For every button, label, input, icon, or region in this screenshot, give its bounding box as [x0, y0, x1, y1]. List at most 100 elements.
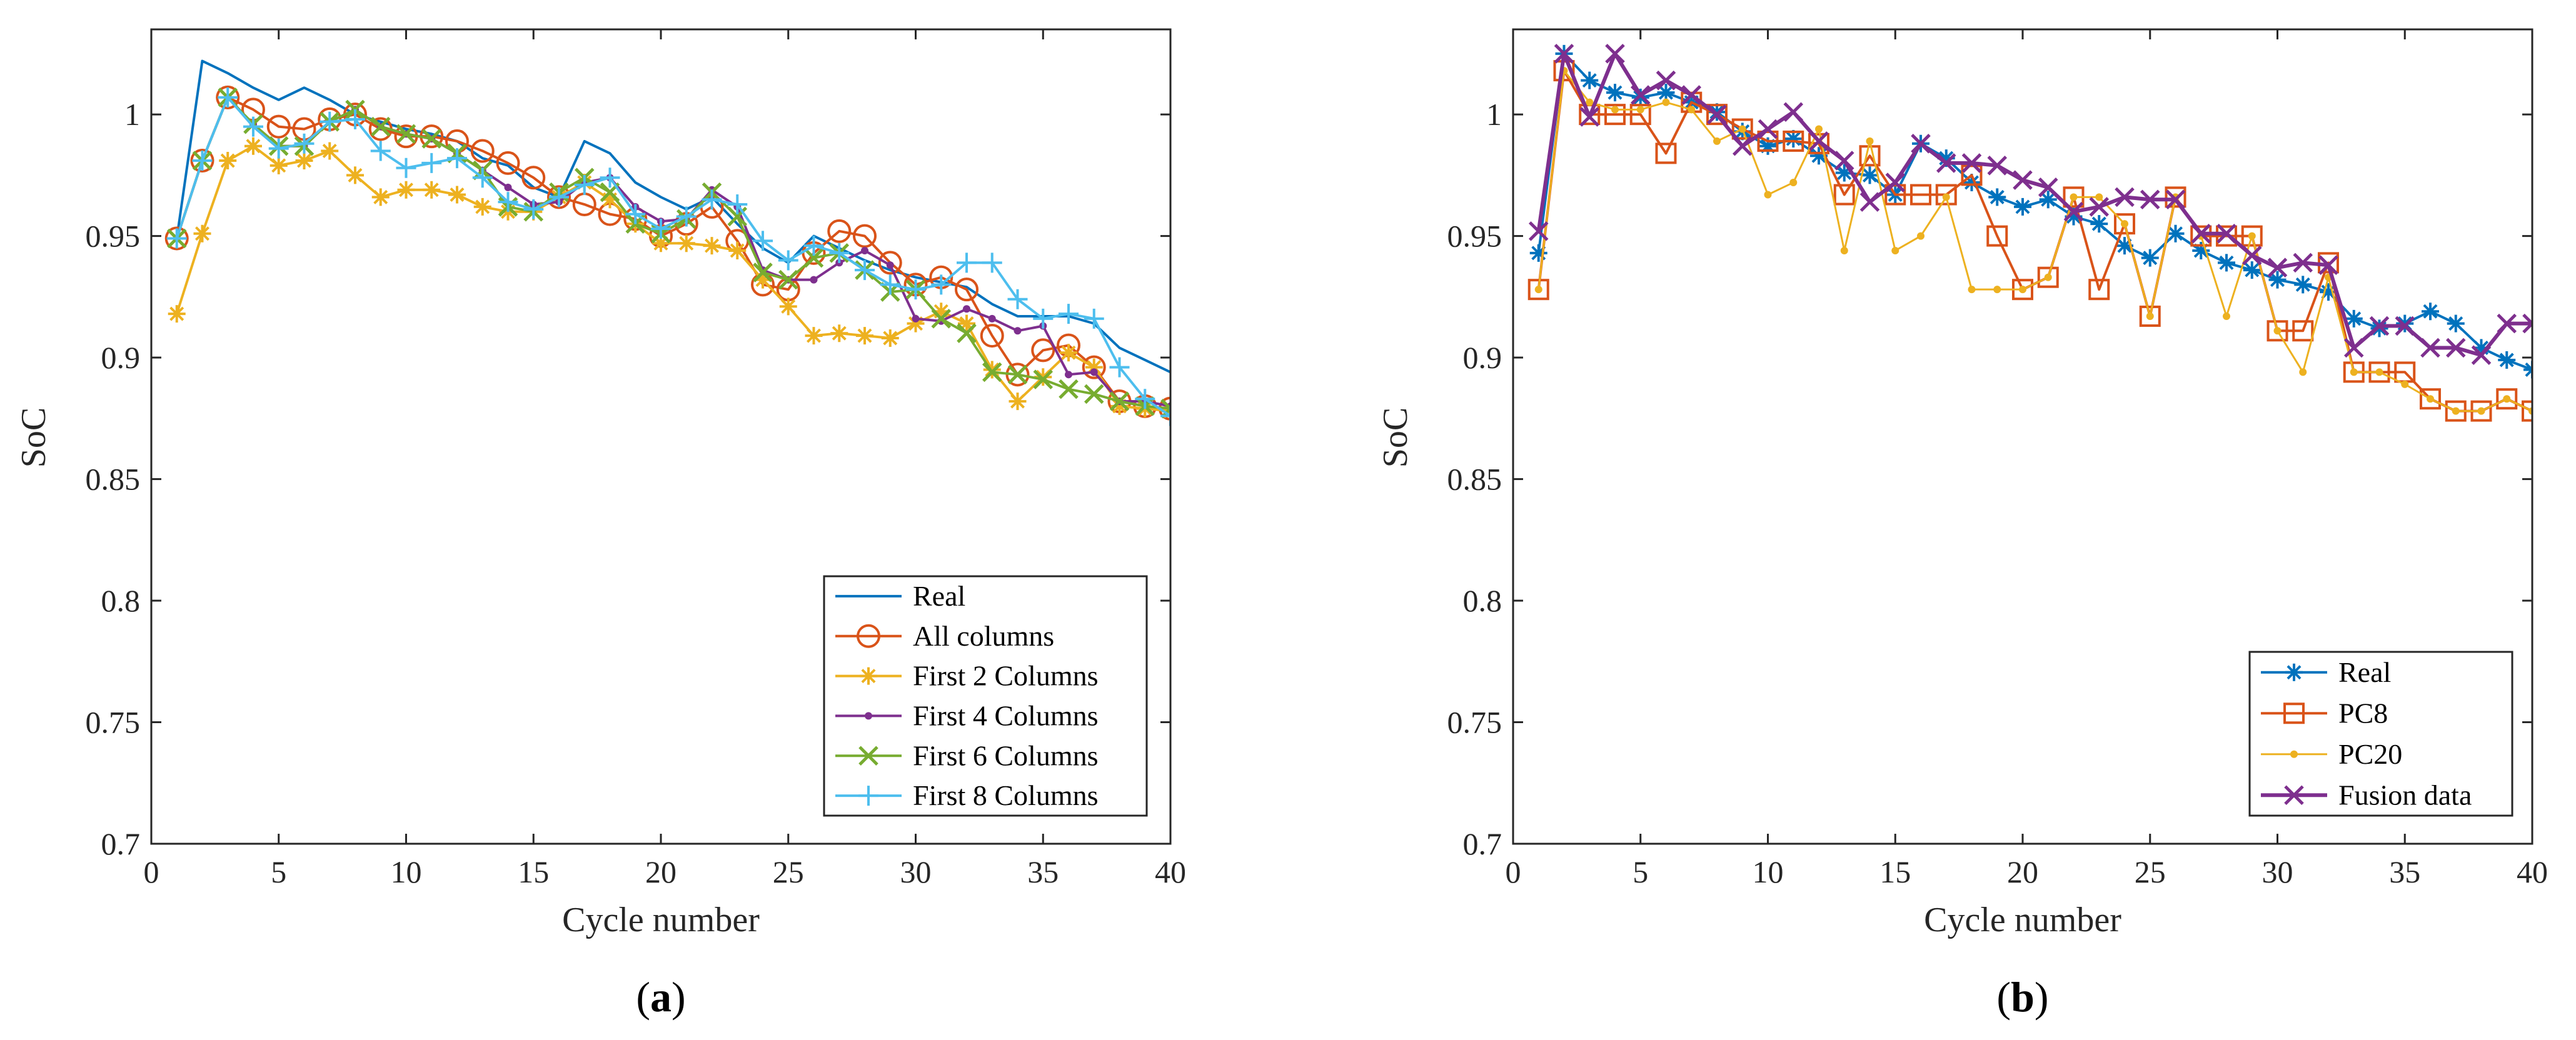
legend-marker-pc8	[2283, 702, 2305, 724]
data-point-pc20	[2427, 395, 2434, 403]
data-point-all-columns	[1031, 338, 1055, 362]
data-point-pc20	[1688, 106, 1696, 114]
data-point-first-4-columns	[886, 261, 894, 269]
data-point-first-8-columns	[778, 250, 798, 271]
data-point-first-6-columns	[803, 248, 824, 268]
series-line-first-6-columns	[175, 96, 1170, 410]
data-point-first-8-columns	[625, 204, 646, 224]
data-point-fusion-data	[1961, 153, 1982, 173]
data-point-real	[1759, 137, 1777, 155]
data-point-pc20	[2273, 327, 2282, 335]
data-point-first-8-columns	[1033, 308, 1054, 329]
data-point-real	[2472, 339, 2490, 357]
data-point-first-2-columns	[1085, 358, 1103, 376]
data-point-pc8	[1757, 130, 1779, 152]
data-point-pc8	[2267, 320, 2288, 342]
data-point-first-8-columns	[319, 111, 340, 132]
data-point-first-4-columns	[504, 183, 512, 191]
data-point-pc20	[2070, 193, 2078, 201]
data-point-fusion-data	[2445, 338, 2466, 358]
series-line-pc20	[1537, 69, 2532, 412]
data-point-first-8-columns	[549, 187, 569, 208]
data-point-pc8	[1808, 132, 1829, 154]
data-point-first-8-columns	[370, 141, 391, 161]
data-point-all-columns	[496, 151, 520, 175]
data-point-first-8-columns	[753, 231, 773, 251]
data-point-fusion-data	[2471, 345, 2492, 365]
data-point-pc20	[1534, 286, 1542, 294]
y-tick-label: 0.75	[1447, 705, 1502, 740]
data-point-first-2-columns	[269, 156, 288, 174]
data-point-real	[2422, 302, 2439, 321]
data-point-first-8-columns	[982, 252, 1002, 273]
data-point-first-6-columns	[1084, 384, 1104, 404]
legend-box	[823, 575, 1148, 817]
data-point-pc8	[1629, 104, 1651, 126]
series-group	[164, 59, 1170, 426]
data-point-first-6-columns	[778, 269, 798, 290]
data-point-first-4-columns	[810, 276, 818, 284]
data-point-real	[2065, 208, 2083, 226]
data-point-real	[1631, 88, 1649, 106]
data-point-pc8	[1986, 225, 2008, 247]
legend-marker-all-columns	[857, 624, 880, 648]
data-point-real	[2243, 261, 2261, 279]
y-tick-label: 0.9	[101, 340, 141, 375]
data-point-first-8-columns	[1007, 289, 1028, 309]
data-point-fusion-data	[2343, 338, 2364, 358]
data-point-real	[1963, 174, 1981, 192]
data-point-first-2-columns	[652, 234, 670, 252]
legend-marker-first-8-columns	[858, 786, 878, 806]
x-tick-label: 20	[2007, 854, 2038, 889]
data-point-first-8-columns	[957, 252, 977, 273]
data-point-all-columns	[470, 139, 495, 163]
data-point-all-columns	[878, 251, 902, 275]
data-point-first-2-columns	[448, 186, 466, 204]
data-point-real	[1810, 147, 1828, 165]
data-point-pc8	[1783, 130, 1804, 152]
series-line-first-2-columns	[175, 144, 1170, 412]
legend-label: Fusion data	[2338, 779, 2472, 811]
data-point-pc20	[2223, 312, 2230, 320]
x-tick-label: 10	[1753, 854, 1784, 889]
data-point-real	[2498, 351, 2516, 369]
data-point-first-8-columns	[1109, 357, 1130, 378]
data-point-first-2-columns	[983, 361, 1001, 379]
data-point-pc8	[1706, 104, 1728, 126]
data-point-pc8	[2241, 225, 2263, 247]
data-point-first-8-columns	[447, 148, 467, 169]
data-point-fusion-data	[1579, 107, 1600, 127]
data-point-fusion-data	[2063, 201, 2084, 222]
data-point-fusion-data	[1554, 44, 1574, 64]
data-point-real	[2192, 241, 2210, 259]
data-point-fusion-data	[1911, 134, 1931, 154]
data-point-fusion-data	[1605, 44, 1625, 64]
data-point-pc20	[1789, 179, 1798, 187]
panel-caption-letter: b	[2011, 973, 2035, 1021]
chart-panel-b: 0 5 10 15 20 25 30 35 40 0.7 0.75 0.8 0.85 0.9 0.95 1 Cy…	[1376, 28, 2548, 1021]
x-tick-label: 25	[773, 854, 804, 889]
data-point-first-4-columns	[988, 314, 996, 322]
data-point-first-2-columns	[193, 224, 211, 242]
data-point-first-2-columns	[881, 329, 899, 347]
data-point-real	[2039, 191, 2057, 209]
y-axis-title: SoC	[14, 408, 53, 468]
data-point-first-4-columns	[861, 246, 868, 254]
legend: Real PC8 PC20 Fusion data	[2248, 651, 2513, 817]
data-point-first-8-columns	[855, 260, 875, 281]
data-point-fusion-data	[1528, 221, 1549, 241]
data-point-first-6-columns	[1033, 369, 1054, 389]
data-point-first-6-columns	[753, 262, 773, 282]
data-point-first-2-columns	[219, 152, 237, 170]
data-point-first-8-columns	[1135, 389, 1155, 409]
data-point-fusion-data	[2497, 313, 2517, 334]
data-point-pc20	[2503, 395, 2511, 403]
panel-caption: (a)	[636, 973, 685, 1021]
data-point-pc20	[1840, 246, 1848, 254]
data-point-real	[1937, 149, 1955, 168]
legend-marker-pc20	[2290, 750, 2298, 758]
data-point-first-2-columns	[295, 152, 313, 170]
data-point-first-2-columns	[703, 237, 721, 255]
panel-caption-letter: a	[650, 973, 672, 1021]
data-point-all-columns	[521, 166, 546, 190]
